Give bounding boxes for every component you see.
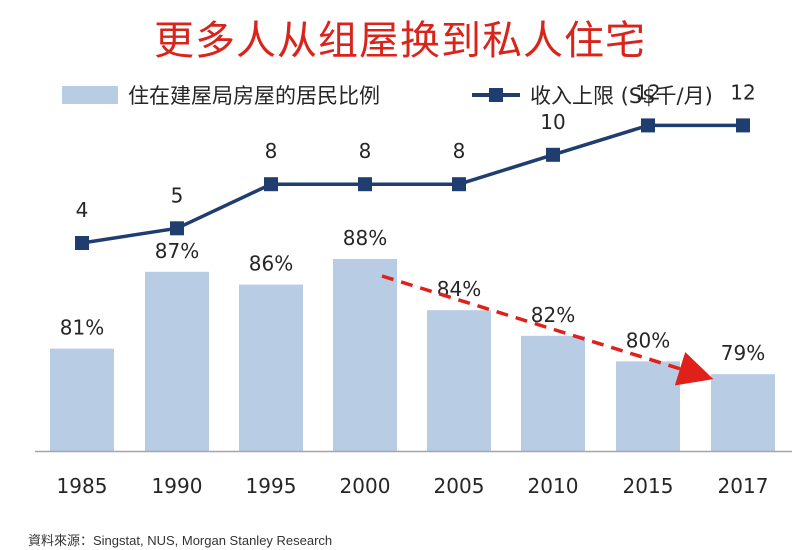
- bar-1990: [145, 271, 209, 451]
- x-tick-2005: 2005: [434, 474, 485, 498]
- bar-1995: [239, 284, 303, 451]
- line-marker-1995: [264, 177, 278, 192]
- bar-label-2000: 88%: [343, 226, 387, 250]
- line-swatch: [472, 86, 520, 104]
- line-label-2015: 12: [635, 80, 660, 104]
- bar-label-2017: 79%: [721, 341, 765, 365]
- legend-line-label: 收入上限 (S$千/月): [530, 84, 713, 108]
- x-tick-2017: 2017: [718, 474, 769, 498]
- bar-label-1985: 81%: [60, 316, 104, 340]
- chart-title: 更多人从组屋换到私人住宅: [154, 18, 646, 64]
- line-label-2017: 12: [730, 80, 755, 104]
- line-label-1985: 4: [76, 198, 89, 222]
- source-note: 資料來源：Singstat, NUS, Morgan Stanley Resea…: [28, 533, 333, 548]
- bar-2000: [333, 259, 397, 451]
- line-label-2005: 8: [453, 139, 466, 163]
- x-tick-2010: 2010: [528, 474, 579, 498]
- x-tick-2015: 2015: [623, 474, 674, 498]
- bar-label-2005: 84%: [437, 277, 481, 301]
- legend-bar-label: 住在建屋局房屋的居民比例: [128, 84, 380, 108]
- line-label-1995: 8: [265, 139, 278, 163]
- bar-2005: [427, 310, 491, 451]
- line-marker-2010: [546, 147, 560, 162]
- line-marker-2005: [452, 177, 466, 192]
- bar-label-1990: 87%: [155, 239, 199, 263]
- line-label-2010: 10: [540, 110, 565, 134]
- line-marker-2015: [641, 118, 655, 133]
- x-tick-2000: 2000: [340, 474, 391, 498]
- line-marker-2017: [736, 118, 750, 133]
- bar-label-2015: 80%: [626, 328, 670, 352]
- legend-item-bar: 住在建屋局房屋的居民比例: [62, 80, 380, 110]
- income-cap-line: [81, 123, 743, 245]
- bar-1985: [50, 348, 114, 451]
- bar-2010: [521, 335, 585, 451]
- trend-arrow: [381, 274, 714, 386]
- bar-2015: [616, 361, 680, 451]
- line-label-2000: 8: [359, 139, 372, 163]
- bar-2017: [711, 374, 775, 451]
- legend-item-line: 收入上限 (S$千/月): [472, 80, 713, 110]
- bar-label-1995: 86%: [249, 252, 293, 276]
- legend: 住在建屋局房屋的居民比例 收入上限 (S$千/月): [62, 80, 762, 110]
- line-marker-2000: [358, 177, 372, 192]
- x-tick-1990: 1990: [152, 474, 203, 498]
- line-marker-1985: [75, 236, 89, 250]
- line-label-1990: 5: [171, 183, 184, 207]
- line-marker-1990: [170, 221, 184, 236]
- x-tick-1985: 1985: [57, 474, 108, 498]
- bar-swatch: [62, 86, 118, 104]
- x-tick-1995: 1995: [246, 474, 297, 498]
